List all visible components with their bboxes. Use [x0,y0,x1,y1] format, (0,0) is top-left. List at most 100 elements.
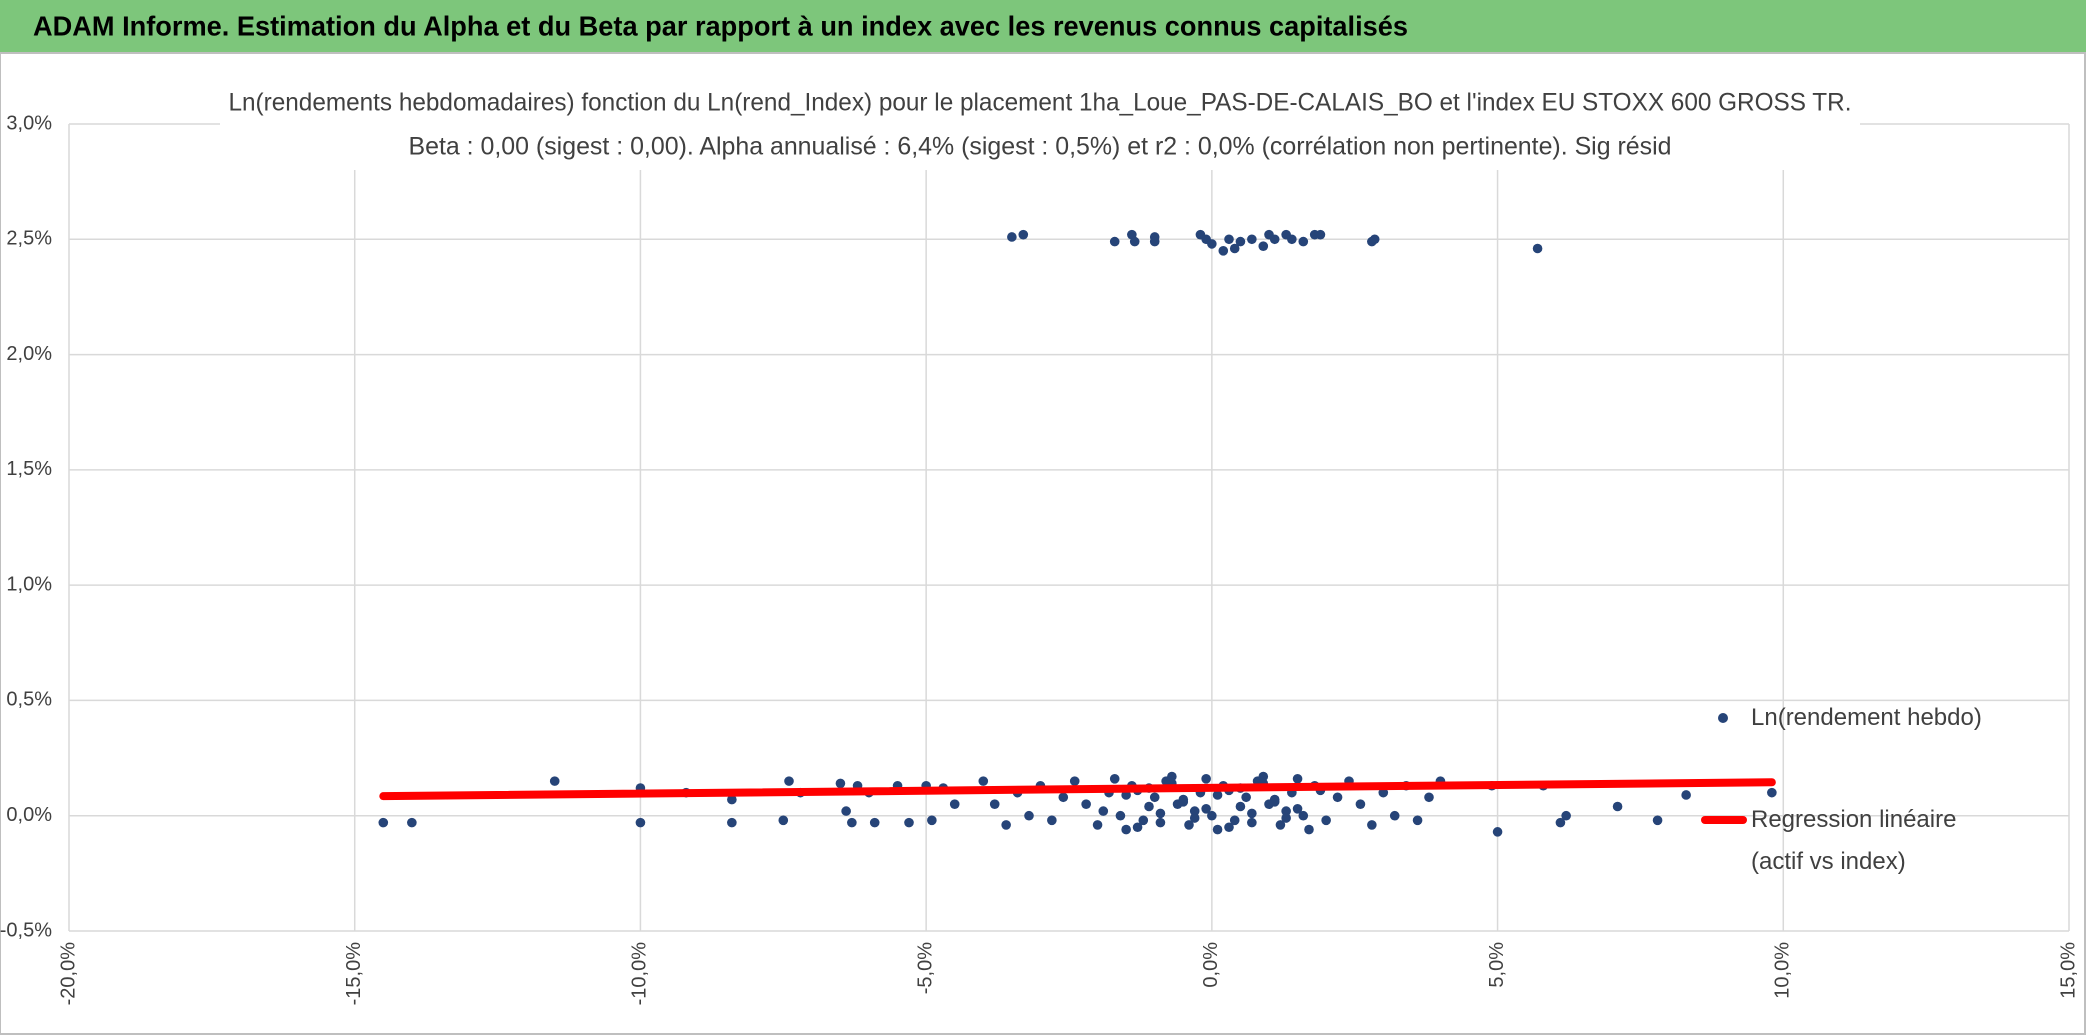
scatter-point [927,815,937,826]
scatter-point [1492,827,1503,837]
scatter-point [1304,824,1314,835]
scatter-point [1115,810,1126,821]
scatter-point [1532,243,1543,254]
scatter-point [1412,815,1423,826]
scatter-point [1315,229,1326,240]
y-tick-label: 3,0% [6,112,52,134]
scatter-point [1098,806,1109,816]
scatter-point [1184,820,1194,830]
y-tick-label: 1,5% [6,458,52,480]
x-tick-label: -20,0% [57,942,79,1006]
scatter-point [847,817,857,828]
scatter-point [1224,822,1234,833]
scatter-point [1424,792,1434,803]
scatter-point [1018,229,1029,240]
x-tick-label: 15,0% [2057,942,2079,999]
frame [0,52,2086,1035]
x-tick-label: -10,0% [629,942,651,1006]
scatter-point [1258,771,1269,782]
scatter-point [1218,246,1229,256]
scatter-point [1092,820,1103,830]
scatter-point [1047,815,1057,826]
scatter-point [1207,810,1217,821]
chart-subtitle: Beta : 0,00 (sigest : 0,00). Alpha annua… [409,133,1672,161]
scatter-point [1224,234,1234,245]
scatter-point [1201,774,1211,784]
legend-label: Ln(rendement hebdo) [1751,704,1982,731]
scatter-point [784,776,794,786]
scatter-point [1269,797,1280,807]
y-tick-label: 1,0% [6,573,52,595]
scatter-point [1189,813,1200,823]
scatter-point [778,815,789,826]
scatter-point [1132,822,1143,833]
y-tick-label: -0,5% [0,919,52,941]
scatter-point [1652,815,1663,826]
scatter-point [1281,806,1291,816]
header-title: ADAM Informe. Estimation du Alpha et du … [33,10,1408,41]
scatter-point [1138,815,1149,826]
scatter-point [1298,236,1309,247]
scatter-point [1212,824,1223,835]
scatter-point [1292,774,1303,784]
scatter-point [949,799,960,809]
x-tick-label: -5,0% [914,942,936,994]
scatter-point [1247,234,1257,245]
scatter-point [1241,792,1251,803]
scatter-point [1069,776,1080,786]
scatter-point [1178,797,1189,807]
y-tick-label: 0,0% [6,804,52,826]
scatter-point [727,794,737,805]
scatter-point [1201,803,1211,814]
scatter-point [1167,771,1177,782]
scatter-point [1229,243,1240,254]
scatter-point [1081,799,1091,809]
scatter-point [1767,787,1777,798]
scatter-point [1378,787,1389,798]
scatter-point [727,817,737,828]
scatter-point [1355,799,1366,809]
scatter-point [1189,806,1200,816]
scatter-point [989,799,1000,809]
x-tick-label: 10,0% [1772,942,1794,999]
x-tick-label: 0,0% [1200,942,1222,988]
scatter-point [1149,236,1160,247]
scatter-point [1024,810,1034,821]
scatter-point [1001,820,1011,830]
scatter-point [1149,792,1160,803]
scatter-point [1298,810,1309,821]
scatter-point [1389,810,1400,821]
scatter-point [1292,803,1303,814]
chart-title: Ln(rendements hebdomadaires) fonction du… [229,89,1852,117]
scatter-point [407,817,417,828]
x-tick-label: 5,0% [1486,942,1508,988]
scatter-point [1258,241,1269,252]
scatter-point [635,817,646,828]
scatter-point [1612,801,1623,812]
y-tick-label: 0,5% [6,689,52,711]
scatter-point [549,776,560,786]
scatter-point [1281,813,1291,823]
scatter-point [841,806,851,816]
scatter-point [978,776,989,786]
scatter-point [1555,817,1566,828]
legend-label: Regression linéaire (actif vs index) [1751,806,1957,875]
scatter-point [1121,824,1131,835]
regression-line [379,778,1776,801]
scatter-point [835,778,846,789]
scatter-point [1212,790,1223,800]
scatter-point [1235,236,1246,247]
scatter-point [1155,817,1166,828]
y-tick-label: 2,0% [6,343,52,365]
scatter-point [1681,790,1691,800]
scatter-point [378,817,389,828]
scatter-point [1321,815,1331,826]
scatter-point [1269,234,1280,245]
header-bar [0,0,2086,53]
scatter-point [1155,808,1166,819]
scatter-point [1561,810,1571,821]
scatter-point [904,817,914,828]
scatter-point [1332,792,1343,803]
